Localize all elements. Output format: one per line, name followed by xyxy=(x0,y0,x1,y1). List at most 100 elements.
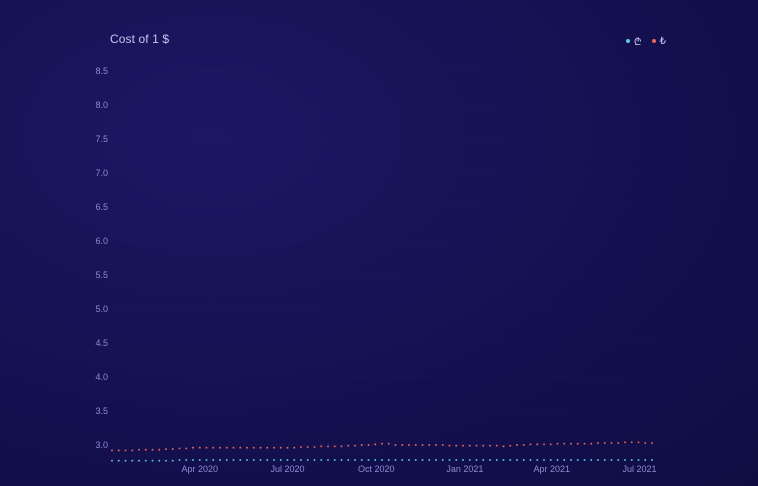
data-point[interactable] xyxy=(462,459,464,461)
data-point[interactable] xyxy=(293,446,296,449)
data-point[interactable] xyxy=(212,459,215,461)
data-point[interactable] xyxy=(509,444,512,447)
data-point[interactable] xyxy=(252,459,255,461)
data-point[interactable] xyxy=(495,444,498,447)
data-point[interactable] xyxy=(630,441,633,444)
data-point[interactable] xyxy=(306,446,309,448)
legend-item-gel[interactable]: ₾ xyxy=(625,34,642,48)
data-point[interactable] xyxy=(489,459,491,461)
data-point[interactable] xyxy=(144,459,147,462)
data-point[interactable] xyxy=(583,459,586,461)
data-point[interactable] xyxy=(644,459,647,461)
data-point[interactable] xyxy=(138,448,140,451)
data-point[interactable] xyxy=(246,446,248,449)
data-point[interactable] xyxy=(617,459,620,461)
data-point[interactable] xyxy=(408,459,410,461)
data-point[interactable] xyxy=(178,447,181,450)
data-point[interactable] xyxy=(590,442,593,445)
data-point[interactable] xyxy=(637,441,640,444)
data-point[interactable] xyxy=(374,443,377,446)
data-point[interactable] xyxy=(165,459,167,462)
data-point[interactable] xyxy=(171,459,174,462)
data-point[interactable] xyxy=(597,442,599,444)
data-point[interactable] xyxy=(603,459,606,461)
data-point[interactable] xyxy=(644,442,647,444)
data-point[interactable] xyxy=(225,446,228,449)
data-point[interactable] xyxy=(259,459,262,461)
data-point[interactable] xyxy=(502,459,505,461)
data-point[interactable] xyxy=(273,446,275,449)
data-point[interactable] xyxy=(266,459,269,461)
data-point[interactable] xyxy=(563,442,566,445)
data-point[interactable] xyxy=(117,449,120,452)
data-point[interactable] xyxy=(219,446,221,449)
data-point[interactable] xyxy=(549,459,552,461)
data-point[interactable] xyxy=(543,443,545,446)
data-point[interactable] xyxy=(401,459,404,461)
data-point[interactable] xyxy=(651,459,653,461)
data-point[interactable] xyxy=(590,459,593,461)
data-point[interactable] xyxy=(111,449,113,452)
data-point[interactable] xyxy=(293,459,296,461)
data-point[interactable] xyxy=(300,446,302,448)
data-point[interactable] xyxy=(482,444,485,447)
data-point[interactable] xyxy=(482,459,485,461)
data-point[interactable] xyxy=(225,459,228,461)
data-point[interactable] xyxy=(124,449,127,452)
data-point[interactable] xyxy=(441,459,444,461)
data-point[interactable] xyxy=(408,444,410,446)
data-point[interactable] xyxy=(131,449,134,452)
data-point[interactable] xyxy=(414,444,417,446)
data-point[interactable] xyxy=(495,459,498,461)
data-point[interactable] xyxy=(570,442,572,445)
data-point[interactable] xyxy=(165,448,167,451)
data-point[interactable] xyxy=(516,444,518,446)
data-point[interactable] xyxy=(610,442,613,444)
data-point[interactable] xyxy=(583,442,586,445)
data-point[interactable] xyxy=(279,446,282,449)
data-point[interactable] xyxy=(151,448,154,451)
data-point[interactable] xyxy=(468,444,471,447)
data-point[interactable] xyxy=(327,459,329,461)
data-point[interactable] xyxy=(630,459,633,461)
data-point[interactable] xyxy=(570,459,572,461)
data-point[interactable] xyxy=(185,447,188,450)
data-point[interactable] xyxy=(428,459,431,461)
data-point[interactable] xyxy=(394,444,397,446)
data-point[interactable] xyxy=(536,459,539,461)
data-point[interactable] xyxy=(529,459,532,461)
data-point[interactable] xyxy=(131,459,134,462)
data-point[interactable] xyxy=(529,443,532,446)
data-point[interactable] xyxy=(421,459,424,461)
data-point[interactable] xyxy=(232,459,235,461)
data-point[interactable] xyxy=(347,459,350,461)
data-point[interactable] xyxy=(441,444,444,446)
data-point[interactable] xyxy=(468,459,471,461)
data-point[interactable] xyxy=(475,459,478,461)
data-point[interactable] xyxy=(522,459,525,461)
data-point[interactable] xyxy=(327,445,329,448)
data-point[interactable] xyxy=(536,443,539,446)
data-point[interactable] xyxy=(198,446,201,449)
data-point[interactable] xyxy=(313,446,316,448)
data-point[interactable] xyxy=(205,459,208,461)
data-point[interactable] xyxy=(212,446,215,449)
data-point[interactable] xyxy=(158,448,161,451)
data-point[interactable] xyxy=(563,459,566,461)
data-point[interactable] xyxy=(455,444,458,447)
data-point[interactable] xyxy=(387,459,390,461)
data-point[interactable] xyxy=(448,444,451,447)
data-point[interactable] xyxy=(360,459,363,461)
data-point[interactable] xyxy=(117,459,120,462)
data-point[interactable] xyxy=(637,459,640,461)
data-point[interactable] xyxy=(178,459,181,461)
data-point[interactable] xyxy=(340,445,343,448)
data-point[interactable] xyxy=(597,459,599,461)
data-point[interactable] xyxy=(286,459,289,461)
data-point[interactable] xyxy=(421,444,424,446)
data-point[interactable] xyxy=(576,459,579,461)
data-point[interactable] xyxy=(603,442,606,444)
data-point[interactable] xyxy=(455,459,458,461)
data-point[interactable] xyxy=(556,442,559,445)
data-point[interactable] xyxy=(624,459,626,461)
